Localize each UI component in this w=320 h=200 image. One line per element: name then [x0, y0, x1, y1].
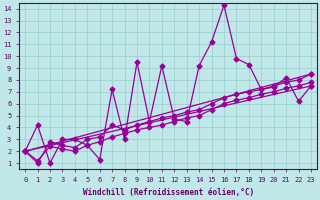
X-axis label: Windchill (Refroidissement éolien,°C): Windchill (Refroidissement éolien,°C): [83, 188, 254, 197]
